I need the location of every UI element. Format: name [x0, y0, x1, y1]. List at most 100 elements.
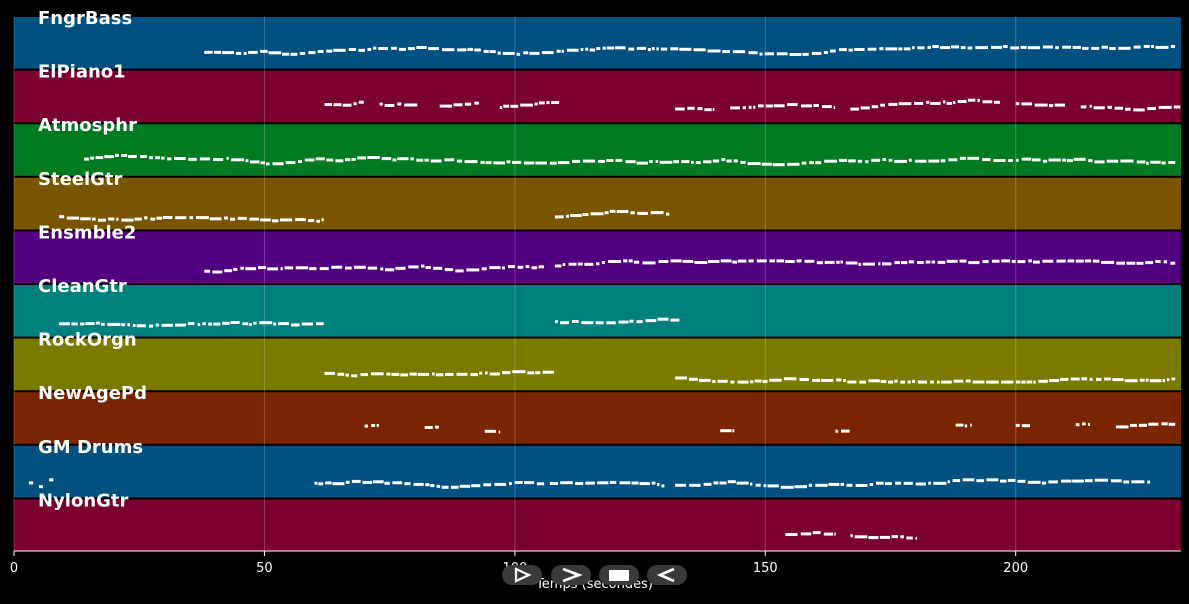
note [253, 321, 257, 325]
note [623, 259, 628, 263]
note [882, 158, 887, 162]
note [197, 323, 201, 327]
track-lane [14, 124, 1181, 176]
note [554, 264, 562, 268]
note [386, 372, 391, 376]
rewind-button[interactable] [647, 565, 687, 585]
note [857, 159, 863, 163]
play-button[interactable] [502, 565, 542, 585]
note [589, 48, 596, 52]
note [758, 104, 764, 108]
note [308, 51, 316, 55]
note [208, 322, 212, 326]
note [367, 47, 372, 51]
note [360, 373, 368, 377]
note [258, 266, 266, 270]
note [659, 160, 673, 164]
note [801, 161, 807, 165]
note [1136, 160, 1146, 164]
note [517, 265, 524, 269]
note [585, 47, 589, 51]
note [888, 158, 893, 162]
note [843, 379, 846, 382]
note [860, 106, 870, 110]
note [464, 102, 472, 106]
note [808, 483, 813, 487]
note [317, 50, 324, 53]
note [560, 481, 573, 485]
note [1060, 377, 1069, 381]
note [1155, 45, 1169, 49]
note [850, 534, 853, 538]
note [967, 46, 973, 50]
note [456, 372, 468, 376]
note [1094, 478, 1108, 482]
note [580, 48, 584, 52]
note [660, 47, 668, 51]
note [167, 157, 172, 161]
note [840, 482, 845, 486]
note [767, 484, 779, 488]
note [932, 45, 939, 48]
note [1094, 160, 1105, 164]
note [673, 160, 679, 164]
note [719, 481, 727, 485]
note [748, 51, 758, 55]
note [66, 216, 80, 220]
note [629, 319, 634, 323]
note [444, 268, 454, 272]
note [651, 47, 655, 51]
note [769, 259, 775, 263]
note [459, 484, 471, 488]
note [249, 217, 259, 221]
note [880, 103, 885, 107]
note [1062, 158, 1067, 162]
note [204, 50, 213, 54]
track-label: RockOrgn [38, 330, 137, 351]
note [675, 107, 685, 111]
note [772, 163, 785, 167]
note [502, 266, 505, 270]
forward-button[interactable] [551, 565, 591, 585]
note [847, 380, 857, 384]
note [1084, 259, 1092, 263]
note [1000, 479, 1007, 483]
note [285, 161, 296, 165]
note [1089, 104, 1092, 108]
note [802, 52, 809, 56]
note [822, 105, 832, 109]
note [280, 267, 283, 271]
note [1021, 380, 1026, 384]
note [596, 262, 600, 266]
note [155, 323, 159, 327]
note [742, 106, 746, 110]
note [1062, 45, 1071, 49]
note [451, 485, 459, 489]
note [606, 159, 614, 162]
note [398, 47, 406, 51]
note [748, 105, 752, 109]
note [524, 481, 535, 485]
note [1146, 161, 1149, 165]
stop-button[interactable] [599, 565, 639, 585]
note [609, 209, 616, 213]
note [104, 155, 115, 159]
note [162, 216, 173, 219]
note [953, 379, 964, 383]
note [1151, 45, 1154, 48]
note [1104, 377, 1111, 381]
note [371, 424, 376, 427]
note [1021, 157, 1032, 161]
note [982, 100, 993, 104]
note [1028, 259, 1032, 263]
note [1148, 422, 1159, 426]
note [900, 535, 904, 539]
note [1101, 260, 1115, 264]
note [516, 52, 521, 56]
note [937, 380, 940, 384]
note [1130, 423, 1137, 427]
note [762, 379, 768, 383]
note [85, 322, 95, 326]
note [901, 261, 908, 265]
note [525, 265, 530, 269]
